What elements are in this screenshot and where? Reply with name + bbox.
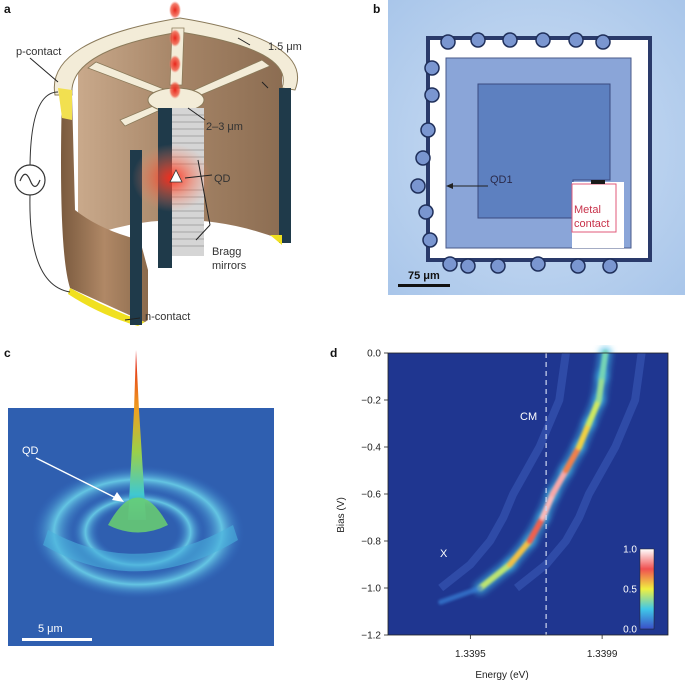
line-tail: [438, 585, 483, 605]
y-tick-label: −0.2: [361, 396, 381, 407]
qd-label-a: QD: [214, 173, 231, 185]
line-segment: [477, 561, 513, 591]
p-contact-label: p-contact: [16, 46, 61, 58]
x-axis-label: Energy (eV): [475, 670, 528, 681]
scale-label-b: 75 μm: [408, 270, 440, 282]
metal-label-2: contact: [574, 218, 609, 230]
line-segment: [595, 373, 606, 403]
faint-line-0: [438, 352, 570, 592]
plot-frame: [387, 352, 669, 636]
colorbar-tick-label: 1.0: [623, 545, 637, 556]
bragg-label-2: mirrors: [212, 260, 247, 272]
y-axis-label: Bias (V): [336, 497, 347, 533]
x-axis: 1.3395 1.3399: [455, 635, 618, 660]
colorbar-tick-label: 0.0: [623, 625, 637, 636]
y-tick-label: −0.6: [361, 490, 381, 501]
line-segment: [506, 538, 533, 568]
y-axis: 0.0 −0.2 −0.4 −0.6 −0.8 −1.0 −1.2: [361, 349, 388, 642]
line-segment: [562, 444, 583, 474]
thickness-label: 1.5 μm: [268, 41, 302, 53]
bragg-label-1: Bragg: [212, 246, 241, 258]
cm-label: CM: [520, 411, 537, 423]
panel-d-letter: d: [330, 346, 338, 360]
line-segment: [526, 514, 546, 544]
scale-label-c: 5 μm: [38, 623, 63, 635]
colorbar-tick-label: 0.5: [623, 585, 637, 596]
panel-d-chart: 0.0 −0.2 −0.4 −0.6 −0.8 −1.0 −1.2 1.3395 1.3399…: [336, 346, 669, 681]
line-segment: [599, 350, 609, 380]
emission-line: [438, 350, 609, 605]
panel-a-illustration: 1.5 μm p-contact 2–3 μm QD Bragg mirrors…: [14, 1, 302, 326]
y-tick-label: −0.8: [361, 537, 381, 548]
n-contact-label: n-contact: [145, 311, 190, 323]
faint-line-1: [514, 352, 646, 592]
metal-label-1: Metal: [574, 204, 601, 216]
heatmap-background: [388, 353, 668, 635]
colorbar: [639, 548, 655, 630]
gap-label: 2–3 μm: [206, 121, 243, 133]
panel-b-letter: b: [373, 2, 381, 16]
colorbar-ticks: 1.0 0.5 0.0: [623, 545, 637, 636]
qd-label-c: QD: [22, 445, 39, 457]
x-tick-label: 1.3395: [455, 649, 486, 660]
line-segment: [576, 420, 592, 450]
line-segment: [585, 397, 602, 427]
y-tick-label: −1.2: [361, 631, 381, 642]
qd1-label: QD1: [490, 174, 513, 186]
line-segment: [549, 467, 569, 497]
x-tick-label: 1.3399: [587, 649, 618, 660]
panel-b-micrograph: QD1 Metal contact 75 μm: [388, 0, 685, 295]
y-tick-label: −0.4: [361, 443, 381, 454]
x-label: X: [440, 548, 448, 560]
panel-a-letter: a: [4, 2, 11, 16]
panel-c-3d-map: QD 5 μm: [8, 350, 274, 646]
faint-lines: [438, 352, 646, 592]
panel-c-letter: c: [4, 346, 11, 360]
y-tick-label: 0.0: [367, 349, 381, 360]
line-segment: [539, 491, 556, 521]
y-tick-label: −1.0: [361, 584, 381, 595]
